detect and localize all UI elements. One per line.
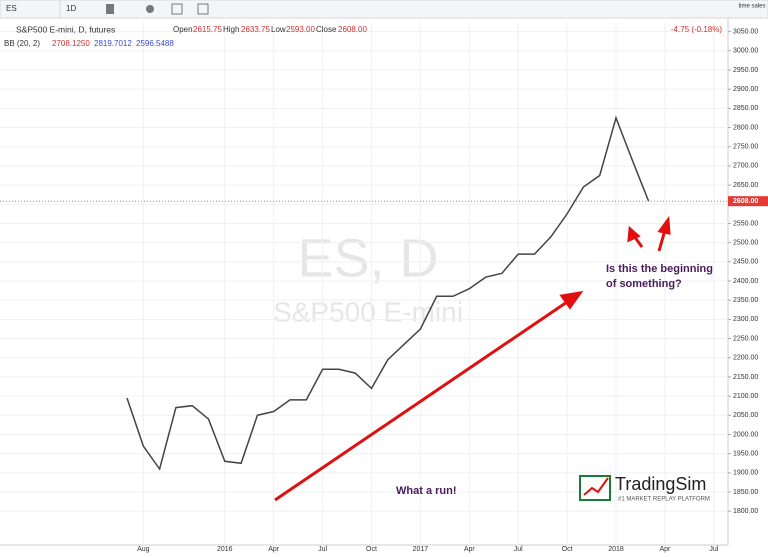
settings-icon[interactable] [146,5,154,13]
high-value: 2633.75 [241,25,270,34]
last-price-label: 2608.00 [733,198,758,205]
y-tick-label: 1850.00 [733,489,758,496]
low-value: 2593.00 [286,25,315,34]
x-tick-label: Jul [318,546,327,553]
x-tick-label: Oct [562,546,573,553]
x-tick-label: Apr [268,546,280,553]
y-tick-label: 1900.00 [733,470,758,477]
y-tick-label: 2050.00 [733,412,758,419]
y-tick-label: 2300.00 [733,316,758,323]
high-label: High [223,25,239,34]
y-tick-label: 2350.00 [733,297,758,304]
x-tick-label: Jul [709,546,718,553]
y-tick-label: 2850.00 [733,105,758,112]
y-tick-label: 2800.00 [733,124,758,131]
y-tick-label: 2500.00 [733,239,758,246]
y-tick-label: 2250.00 [733,335,758,342]
plot [0,22,728,545]
y-tick-label: 2950.00 [733,67,758,74]
watermark-name: S&P500 E-mini [273,296,463,327]
last-price-box [728,196,768,207]
x-tick-label: Jul [514,546,523,553]
interval[interactable]: 1D [66,4,76,13]
logo-icon-line [583,477,609,496]
time-sales-button[interactable]: time sales [738,4,765,10]
y-tick-label: 2700.00 [733,163,758,170]
y-tick-label: 1950.00 [733,451,758,458]
y-tick-label: 3000.00 [733,48,758,55]
close-value: 2608.00 [338,25,367,34]
run-arrow-head [559,290,584,310]
y-tick-label: 2000.00 [733,431,758,438]
symbol[interactable]: ES [6,4,17,13]
y-tick-label: 2650.00 [733,182,758,189]
bb-basis: 2708.1250 [52,39,90,48]
legend-name: S&P500 E-mini, D, futures [16,24,115,34]
toolbar [0,0,768,19]
annotation-question: of something? [606,278,682,290]
x-tick-label: 2017 [413,546,429,553]
logo-name: TradingSim [615,474,706,494]
bb-label: BB (20, 2) [4,39,40,48]
candles-icon[interactable] [106,4,114,14]
x-tick-label: Oct [366,546,377,553]
x-tick-label: 2018 [608,546,624,553]
open-value: 2615.75 [193,25,222,34]
watermark-symbol: ES, D [297,228,438,288]
y-tick-label: 2400.00 [733,278,758,285]
y-tick-label: 2200.00 [733,355,758,362]
compare-icon[interactable] [171,3,183,15]
y-tick-label: 2900.00 [733,86,758,93]
y-tick-label: 2450.00 [733,259,758,266]
bounce-arrow-head [657,215,671,235]
bb-upper: 2819.7012 [94,39,132,48]
change: -4.75 (-0.18%) [671,25,722,34]
close-label: Close [316,25,337,34]
annotation-question: Is this the beginning [606,263,713,275]
x-tick-label: 2016 [217,546,233,553]
indicators-icon[interactable] [197,3,209,15]
y-tick-label: 2150.00 [733,374,758,381]
y-tick-label: 2550.00 [733,220,758,227]
y-tick-label: 2100.00 [733,393,758,400]
run-arrow [274,298,571,502]
x-tick-label: Aug [137,546,150,553]
low-label: Low [271,25,286,34]
bb-lower: 2596.5488 [136,39,174,48]
open-label: Open [173,25,193,34]
annotation-run: What a run! [396,485,457,497]
logo-icon [579,475,611,501]
bounce-arrow [657,229,667,252]
y-tick-label: 3050.00 [733,28,758,35]
y-tick-label: 1800.00 [733,508,758,515]
y-tick-label: 2750.00 [733,144,758,151]
dip-arrow-head [627,225,641,243]
price-line [126,115,650,471]
x-tick-label: Apr [464,546,476,553]
logo-tagline: #1 MARKET REPLAY PLATFORM [618,497,710,503]
x-tick-label: Apr [659,546,671,553]
arrows [274,215,671,502]
